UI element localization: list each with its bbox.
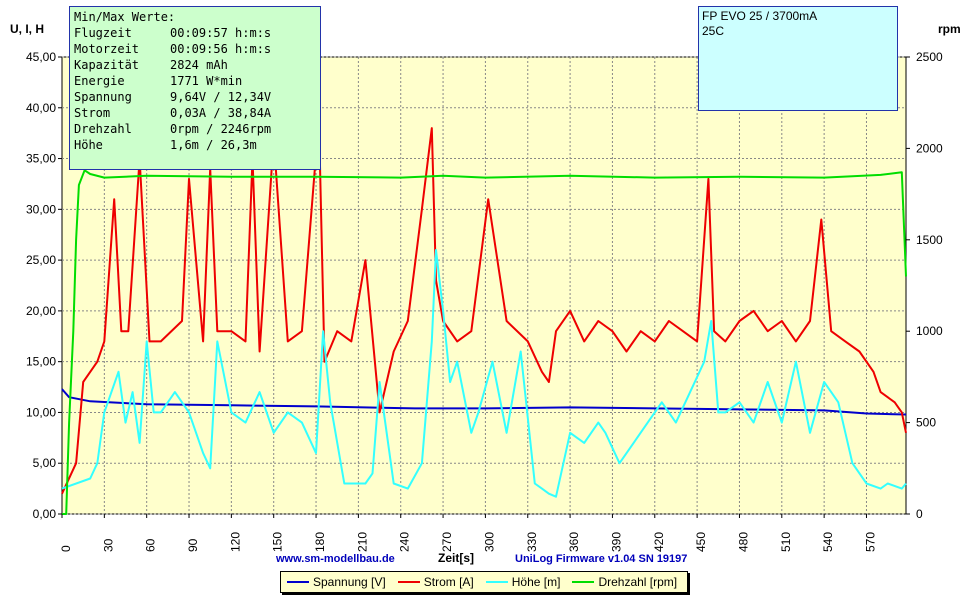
y-tick-label-right: 1000 xyxy=(916,324,943,338)
y-tick-label-left: 40,00 xyxy=(26,101,56,115)
y-tick-label-right: 2000 xyxy=(916,141,943,155)
x-tick-label: 300 xyxy=(482,532,496,552)
info-row-value: 9,64V / 12,34V xyxy=(170,90,272,104)
x-tick-label: 570 xyxy=(863,532,877,552)
y-tick-label-left: 35,00 xyxy=(26,152,56,166)
info-rows: Flugzeit 00:09:57 h:m:s Motorzeit 00:09:56 … xyxy=(74,25,316,153)
x-axis-label: Zeit[s] xyxy=(438,551,474,565)
legend-item: Spannung [V] xyxy=(287,575,386,589)
x-tick-label: 390 xyxy=(609,532,623,552)
info-box-title: Min/Max Werte: xyxy=(74,10,176,24)
legend-swatch xyxy=(572,581,595,583)
legend-swatch xyxy=(485,581,508,583)
info-row-value: 00:09:56 h:m:s xyxy=(170,42,272,56)
legend-item: Höhe [m] xyxy=(485,575,561,589)
series-line-spannung xyxy=(61,388,907,416)
info-row: Strom 0,03A / 38,84A xyxy=(74,105,316,121)
y-tick-label-left: 45,00 xyxy=(26,50,56,64)
info-row-value: 0rpm / 2246rpm xyxy=(170,122,272,136)
info-row-value: 1,6m / 26,3m xyxy=(170,138,257,152)
info-row: Drehzahl 0rpm / 2246rpm xyxy=(74,121,316,137)
x-tick-label: 480 xyxy=(736,532,750,552)
x-tick-label: 180 xyxy=(313,532,327,552)
info-row-value: 1771 W*min xyxy=(170,74,243,88)
x-tick-label: 270 xyxy=(440,532,454,552)
x-tick-label: 360 xyxy=(567,532,581,552)
website-label: www.sm-modellbau.de xyxy=(276,553,395,565)
info-row-label: Flugzeit xyxy=(74,26,132,40)
x-tick-label: 240 xyxy=(398,532,412,552)
model-title-line2: 25C xyxy=(702,24,725,38)
x-tick-label: 540 xyxy=(821,532,835,552)
info-row-label: Motorzeit xyxy=(74,42,140,56)
series-line-drehzahl xyxy=(62,169,907,515)
x-tick-label: 330 xyxy=(525,532,539,552)
y-tick-label-right: 2500 xyxy=(916,50,943,64)
x-tick-label: 150 xyxy=(271,532,285,552)
info-row-label: Spannung xyxy=(74,90,132,104)
info-row: Höhe 1,6m / 26,3m xyxy=(74,137,316,153)
y-tick-label-left: 0,00 xyxy=(33,507,57,521)
y-tick-label-left: 10,00 xyxy=(26,405,56,419)
y-tick-label-left: 15,00 xyxy=(26,355,56,369)
y-tick-label-left: 25,00 xyxy=(26,253,56,267)
legend-label: Spannung [V] xyxy=(313,575,386,589)
info-row: Energie 1771 W*min xyxy=(74,73,316,89)
info-row: Kapazität 2824 mAh xyxy=(74,57,316,73)
info-row-value: 00:09:57 h:m:s xyxy=(170,26,272,40)
y-axis-left-label: U, I, H xyxy=(10,22,45,36)
y-tick-label-right: 500 xyxy=(916,416,936,430)
series-group xyxy=(61,116,907,515)
info-row: Motorzeit 00:09:56 h:m:s xyxy=(74,41,316,57)
info-row-value: 0,03A / 38,84A xyxy=(170,106,272,120)
info-row-label: Energie xyxy=(74,74,125,88)
model-title-box: FP EVO 25 / 3700mA 25C xyxy=(698,6,898,111)
x-tick-label: 510 xyxy=(779,532,793,552)
legend-label: Drehzahl [rpm] xyxy=(598,575,678,589)
x-tick-label: 90 xyxy=(186,538,200,552)
x-tick-label: 30 xyxy=(101,538,115,552)
legend-label: Strom [A] xyxy=(423,575,474,589)
x-tick-label: 0 xyxy=(59,545,73,552)
x-tick-label: 60 xyxy=(144,538,158,552)
series-line-höhe xyxy=(61,249,907,498)
legend-swatch xyxy=(287,581,309,583)
y-axis-right-label: rpm xyxy=(938,22,961,36)
info-row-label: Kapazität xyxy=(74,58,140,72)
y-tick-label-left: 5,00 xyxy=(33,456,57,470)
x-tick-label: 210 xyxy=(355,532,369,552)
y-tick-label-left: 30,00 xyxy=(26,202,56,216)
x-tick-label: 420 xyxy=(652,532,666,552)
chart-legend: Spannung [V] Strom [A] Höhe [m] Drehzahl [r… xyxy=(280,571,688,593)
legend-swatch xyxy=(397,581,420,583)
y-tick-label-right: 1500 xyxy=(916,233,943,247)
y-tick-label-left: 20,00 xyxy=(26,304,56,318)
firmware-label: UniLog Firmware v1.04 SN 19197 xyxy=(515,553,688,565)
model-title-line1: FP EVO 25 / 3700mA xyxy=(702,9,818,23)
legend-item: Drehzahl [rpm] xyxy=(572,575,677,589)
info-row: Flugzeit 00:09:57 h:m:s xyxy=(74,25,316,41)
axes-group: 0,00 5,00 10,00 15,00 20,00 25,00 30,00 35,00 40… xyxy=(26,50,943,552)
x-tick-label: 450 xyxy=(694,532,708,552)
legend-item: Strom [A] xyxy=(397,575,474,589)
legend-label: Höhe [m] xyxy=(511,575,561,589)
series-line-strom xyxy=(61,116,907,495)
min-max-info-box: Min/Max Werte: Flugzeit 00:09:57 h:m:s Mot… xyxy=(69,6,321,170)
info-row-label: Strom xyxy=(74,106,111,120)
x-tick-label: 120 xyxy=(228,532,242,552)
info-row-value: 2824 mAh xyxy=(170,58,228,72)
info-row: Spannung 9,64V / 12,34V xyxy=(74,89,316,105)
y-tick-label-right: 0 xyxy=(916,507,923,521)
info-row-label: Drehzahl xyxy=(74,122,132,136)
info-row-label: Höhe xyxy=(74,138,103,152)
